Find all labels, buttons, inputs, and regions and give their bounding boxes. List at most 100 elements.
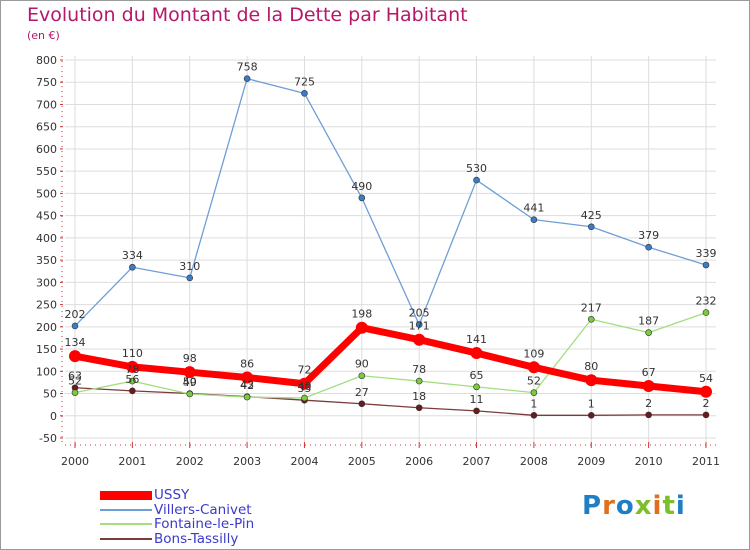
data-point-fontaine-le-pin xyxy=(645,329,652,336)
data-point-fontaine-le-pin xyxy=(415,377,423,385)
data-label-bons-tassilly: 43 xyxy=(240,379,254,392)
data-label-villers-canivet: 490 xyxy=(351,180,372,193)
data-label-bons-tassilly: 1 xyxy=(588,397,595,410)
legend-swatch xyxy=(100,508,152,511)
data-point-ussy xyxy=(585,374,598,387)
data-point-bons-tassilly xyxy=(473,407,480,415)
grid-lines xyxy=(65,56,716,442)
y-tick-label: 350 xyxy=(36,254,57,267)
data-label-bons-tassilly: 63 xyxy=(68,370,82,383)
legend-item-ussy: USSY xyxy=(100,488,350,503)
series-line-bons-tassilly xyxy=(74,387,707,416)
x-tick-label: 2007 xyxy=(463,455,491,468)
data-label-villers-canivet: 758 xyxy=(237,61,258,74)
y-tick-label: 200 xyxy=(36,321,57,334)
legend-label: Villers-Canivet xyxy=(154,501,252,518)
data-label-ussy: 171 xyxy=(409,320,430,333)
data-label-ussy: 198 xyxy=(351,308,372,321)
data-label-fontaine-le-pin: 187 xyxy=(638,315,659,328)
data-point-fontaine-le-pin xyxy=(71,389,79,396)
data-label-bons-tassilly: 35 xyxy=(297,382,311,395)
x-tick-label: 2002 xyxy=(176,455,204,468)
data-point-villers-canivet xyxy=(530,216,538,223)
logo-letter: x xyxy=(634,491,653,521)
data-point-bons-tassilly xyxy=(129,387,136,395)
data-label-ussy: 141 xyxy=(466,333,487,346)
data-point-ussy xyxy=(241,371,254,384)
logo-letter: P xyxy=(582,491,603,521)
series-line-fontaine-le-pin xyxy=(74,311,707,399)
axes: -500501001502002503003504004505005506006… xyxy=(36,54,720,468)
data-point-fontaine-le-pin xyxy=(587,315,595,323)
legend-item-fontaine-le-pin: Fontaine-le-Pin xyxy=(100,517,350,532)
data-point-bons-tassilly xyxy=(358,400,366,408)
x-tick-label: 2009 xyxy=(577,455,605,468)
data-point-villers-canivet xyxy=(71,322,79,330)
data-label-bons-tassilly: 50 xyxy=(183,376,197,389)
y-tick-label: 550 xyxy=(36,165,57,178)
data-point-villers-canivet xyxy=(415,321,423,328)
data-point-bons-tassilly xyxy=(645,411,652,419)
data-point-ussy xyxy=(413,333,426,346)
data-label-villers-canivet: 334 xyxy=(122,249,143,262)
y-tick-label: 150 xyxy=(36,343,57,356)
data-label-villers-canivet: 441 xyxy=(523,202,544,215)
data-point-bons-tassilly xyxy=(587,412,595,419)
data-label-bons-tassilly: 11 xyxy=(470,393,484,406)
y-tick-label: 650 xyxy=(36,121,57,134)
series-lines xyxy=(69,75,712,419)
y-tick-label: 50 xyxy=(43,388,57,401)
data-point-ussy xyxy=(642,379,655,392)
data-point-ussy xyxy=(527,361,540,374)
data-label-villers-canivet: 379 xyxy=(638,229,659,242)
data-label-ussy: 109 xyxy=(523,347,544,360)
data-label-ussy: 54 xyxy=(699,372,713,385)
data-label-fontaine-le-pin: 232 xyxy=(696,295,717,308)
data-point-fontaine-le-pin xyxy=(358,372,366,380)
legend-swatch xyxy=(100,490,152,500)
legend-item-bons-tassilly: Bons-Tassilly xyxy=(100,532,350,547)
data-point-bons-tassilly xyxy=(702,411,710,419)
data-label-ussy: 98 xyxy=(183,352,197,365)
data-label-villers-canivet: 725 xyxy=(294,75,315,88)
logo-letter: t xyxy=(662,491,676,521)
x-tick-label: 2005 xyxy=(348,455,376,468)
data-label-ussy: 72 xyxy=(297,364,311,377)
data-point-fontaine-le-pin xyxy=(301,394,308,402)
chart-unit-label: (en €) xyxy=(27,29,60,42)
data-point-bons-tassilly xyxy=(415,404,423,412)
y-tick-label: 600 xyxy=(36,143,57,156)
x-tick-label: 2004 xyxy=(290,455,318,468)
x-tick-label: 2011 xyxy=(692,455,720,468)
chart-title: Evolution du Montant de la Dette par Hab… xyxy=(27,4,468,26)
data-label-villers-canivet: 339 xyxy=(696,247,717,260)
data-point-fontaine-le-pin xyxy=(243,393,251,401)
data-point-ussy xyxy=(298,377,311,390)
data-label-villers-canivet: 202 xyxy=(65,308,86,321)
logo-letter: o xyxy=(615,491,635,521)
data-label-fontaine-le-pin: 49 xyxy=(183,376,197,389)
legend: USSY Villers-Canivet Fontaine-le-Pin Bons-T… xyxy=(100,488,350,546)
data-point-villers-canivet xyxy=(186,274,194,282)
data-label-bons-tassilly: 27 xyxy=(355,386,369,399)
data-point-villers-canivet xyxy=(243,75,251,82)
data-point-villers-canivet xyxy=(129,263,136,271)
y-tick-label: 0 xyxy=(50,410,57,423)
y-tick-label: 450 xyxy=(36,210,57,223)
data-label-fontaine-le-pin: 78 xyxy=(125,363,139,376)
data-label-ussy: 110 xyxy=(122,347,143,360)
logo-letter: i xyxy=(652,491,663,521)
data-label-ussy: 80 xyxy=(584,360,598,373)
y-tick-label: 750 xyxy=(36,76,57,89)
x-tick-label: 2001 xyxy=(118,455,146,468)
data-label-bons-tassilly: 2 xyxy=(645,397,652,410)
data-label-bons-tassilly: 1 xyxy=(530,397,537,410)
data-label-villers-canivet: 205 xyxy=(409,307,430,320)
data-point-ussy xyxy=(700,385,712,398)
data-point-villers-canivet xyxy=(645,243,652,251)
y-tick-label: -50 xyxy=(39,432,57,445)
series-line-villers-canivet xyxy=(74,78,707,327)
x-tick-label: 2003 xyxy=(233,455,261,468)
